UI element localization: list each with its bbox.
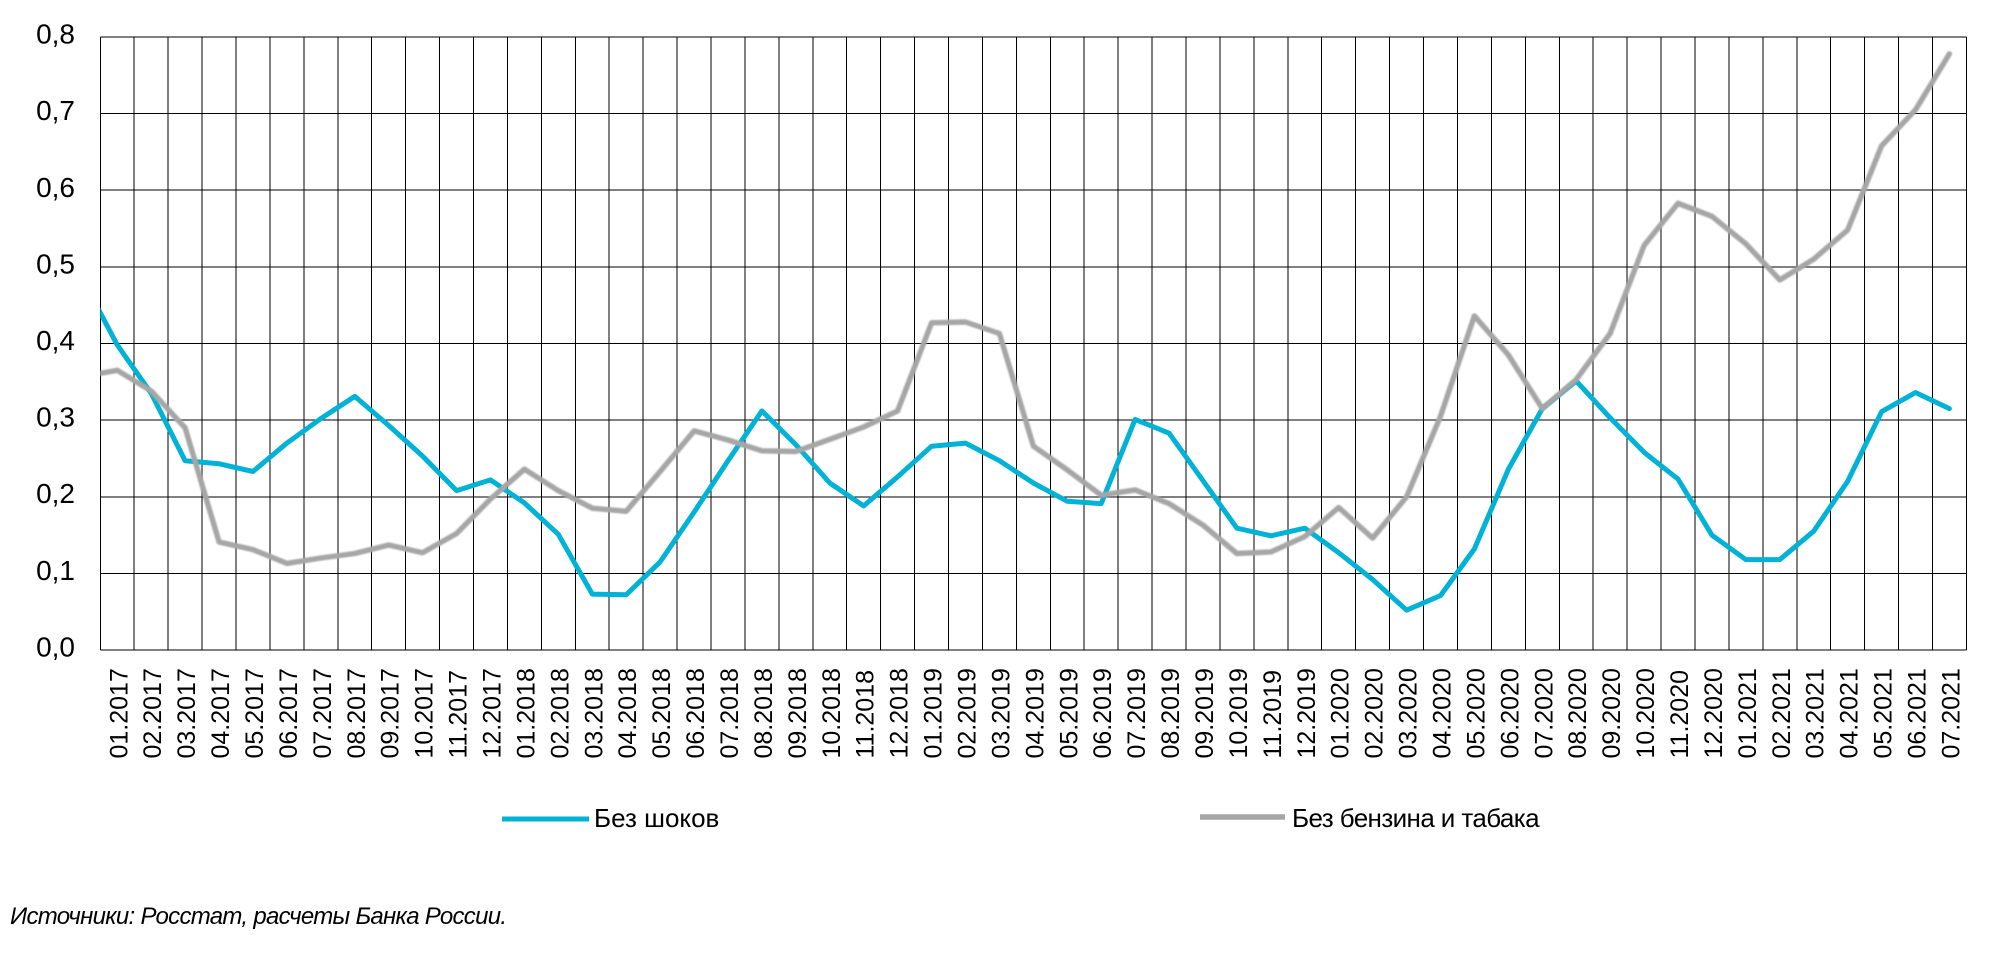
svg-text:12.2020: 12.2020 <box>1700 668 1728 758</box>
svg-text:10.2019: 10.2019 <box>1225 668 1253 758</box>
svg-text:11.2020: 11.2020 <box>1666 670 1694 759</box>
svg-text:01.2017: 01.2017 <box>105 668 133 758</box>
svg-text:03.2021: 03.2021 <box>1802 668 1830 758</box>
svg-text:07.2018: 07.2018 <box>716 668 744 758</box>
svg-text:03.2018: 03.2018 <box>580 668 608 758</box>
svg-text:11.2017: 11.2017 <box>445 670 473 759</box>
svg-text:02.2019: 02.2019 <box>954 668 982 758</box>
svg-text:04.2019: 04.2019 <box>1021 668 1049 758</box>
svg-text:06.2018: 06.2018 <box>682 668 710 758</box>
svg-text:12.2019: 12.2019 <box>1293 668 1321 758</box>
svg-text:04.2021: 04.2021 <box>1836 668 1864 758</box>
svg-text:07.2020: 07.2020 <box>1530 668 1558 758</box>
svg-text:0,8: 0,8 <box>36 19 75 50</box>
svg-text:0,1: 0,1 <box>36 555 75 586</box>
svg-text:05.2017: 05.2017 <box>241 668 269 758</box>
svg-text:01.2020: 01.2020 <box>1327 668 1355 758</box>
svg-text:09.2017: 09.2017 <box>377 668 405 758</box>
svg-text:06.2017: 06.2017 <box>275 668 303 758</box>
svg-text:0,7: 0,7 <box>36 95 75 126</box>
svg-text:Источники: Росстат, расчеты Ба: Источники: Росстат, расчеты Банка России… <box>10 903 506 930</box>
svg-text:04.2018: 04.2018 <box>614 668 642 758</box>
svg-text:03.2017: 03.2017 <box>173 668 201 758</box>
svg-text:12.2017: 12.2017 <box>479 668 507 758</box>
svg-text:02.2017: 02.2017 <box>139 668 167 758</box>
svg-text:Без шоков: Без шоков <box>594 803 719 833</box>
svg-text:0,0: 0,0 <box>36 632 75 663</box>
svg-text:04.2017: 04.2017 <box>207 668 235 758</box>
svg-text:06.2020: 06.2020 <box>1496 668 1524 758</box>
svg-text:0,3: 0,3 <box>36 402 75 433</box>
svg-text:0,4: 0,4 <box>36 325 75 356</box>
svg-text:0,2: 0,2 <box>36 478 75 509</box>
svg-text:05.2020: 05.2020 <box>1462 668 1490 758</box>
svg-text:08.2018: 08.2018 <box>750 668 778 758</box>
svg-text:04.2020: 04.2020 <box>1429 668 1457 758</box>
svg-text:09.2019: 09.2019 <box>1191 668 1219 758</box>
svg-text:05.2019: 05.2019 <box>1055 668 1083 758</box>
svg-text:Без бензина и табака: Без бензина и табака <box>1292 803 1540 833</box>
svg-text:10.2020: 10.2020 <box>1632 668 1660 758</box>
svg-text:03.2019: 03.2019 <box>987 668 1015 758</box>
svg-text:12.2018: 12.2018 <box>886 668 914 758</box>
svg-text:02.2020: 02.2020 <box>1361 668 1389 758</box>
svg-text:01.2019: 01.2019 <box>920 668 948 758</box>
svg-text:0,6: 0,6 <box>36 172 75 203</box>
svg-text:02.2018: 02.2018 <box>546 668 574 758</box>
svg-text:05.2021: 05.2021 <box>1870 668 1898 758</box>
svg-text:11.2018: 11.2018 <box>852 670 880 759</box>
svg-text:01.2018: 01.2018 <box>512 668 540 758</box>
svg-text:0,5: 0,5 <box>36 248 75 279</box>
svg-text:08.2019: 08.2019 <box>1157 668 1185 758</box>
svg-text:03.2020: 03.2020 <box>1395 668 1423 758</box>
svg-text:08.2020: 08.2020 <box>1564 668 1592 758</box>
svg-text:07.2017: 07.2017 <box>309 668 337 758</box>
svg-text:07.2019: 07.2019 <box>1123 668 1151 758</box>
svg-text:11.2019: 11.2019 <box>1259 670 1287 759</box>
svg-text:07.2021: 07.2021 <box>1937 668 1965 758</box>
svg-text:09.2018: 09.2018 <box>784 668 812 758</box>
svg-text:09.2020: 09.2020 <box>1598 668 1626 758</box>
svg-text:01.2021: 01.2021 <box>1734 668 1762 758</box>
svg-text:02.2021: 02.2021 <box>1768 668 1796 758</box>
svg-text:06.2021: 06.2021 <box>1904 668 1932 758</box>
svg-text:06.2019: 06.2019 <box>1089 668 1117 758</box>
svg-text:10.2018: 10.2018 <box>818 668 846 758</box>
svg-text:08.2017: 08.2017 <box>343 668 371 758</box>
svg-text:10.2017: 10.2017 <box>411 668 439 758</box>
svg-text:05.2018: 05.2018 <box>648 668 676 758</box>
